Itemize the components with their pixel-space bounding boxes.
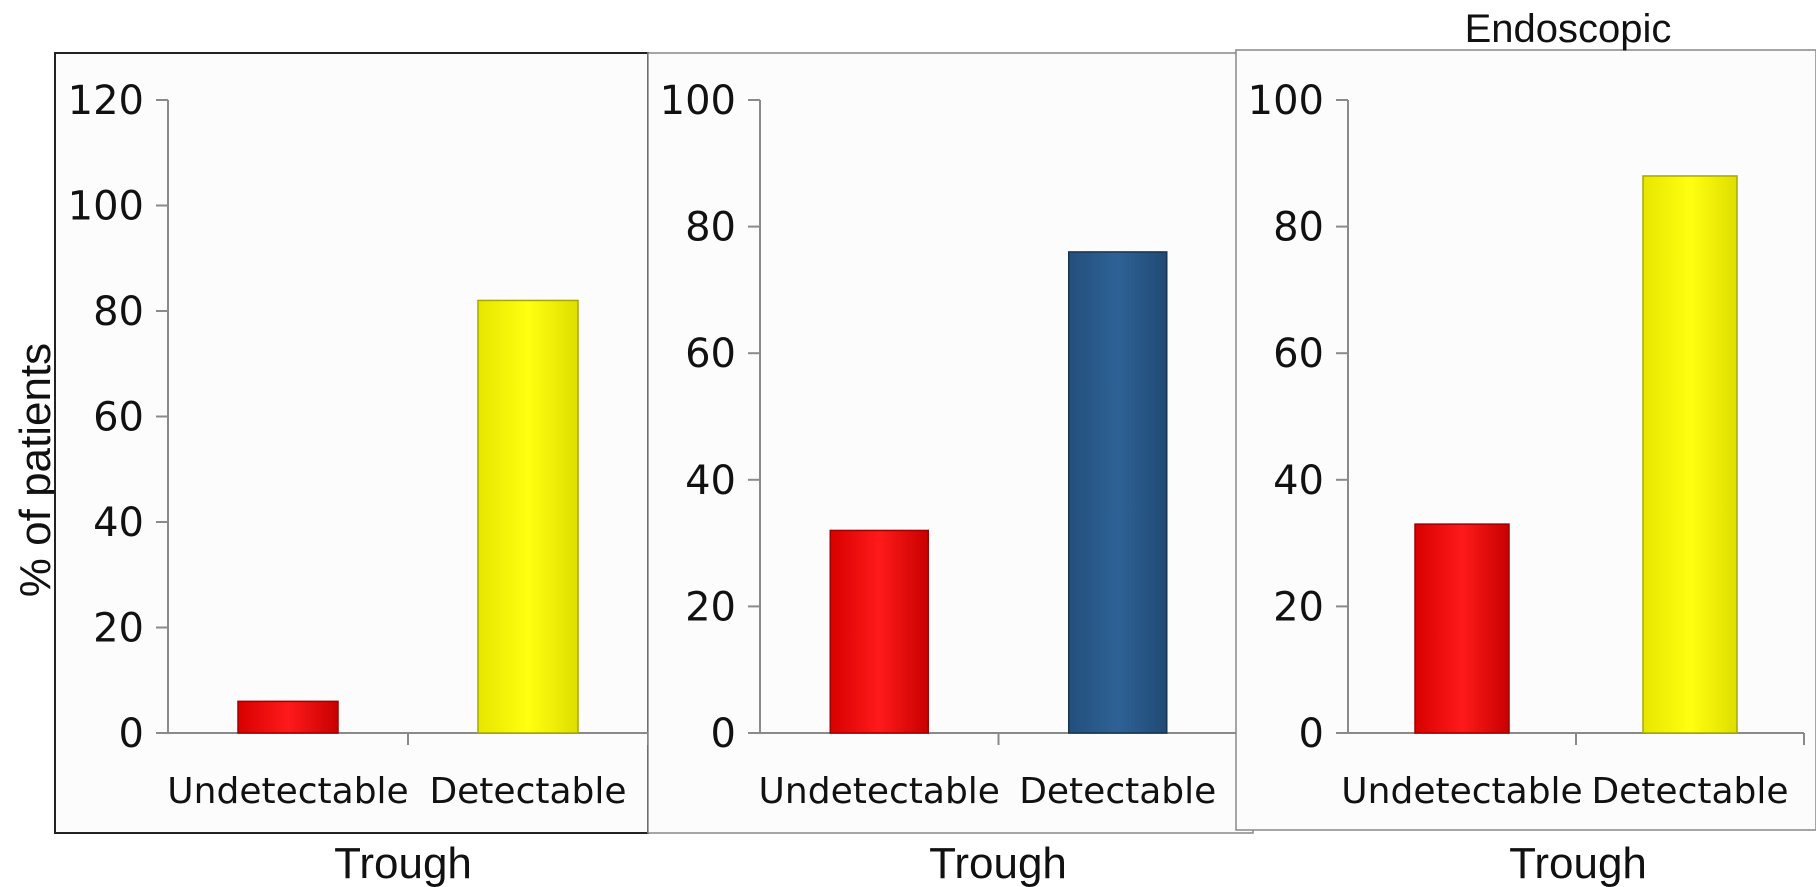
chart-panel-1: 0 20 40 60 80 100 120 Undetectable Detectable Tr…: [54, 52, 649, 887]
y-tick-label: 20: [1273, 584, 1324, 630]
y-axis-title: % of patients: [11, 343, 60, 597]
y-tick-label: 20: [685, 584, 736, 630]
bar-undetectable: [237, 700, 339, 734]
y-tick-label: 0: [119, 711, 144, 757]
x-axis-title: Trough: [1509, 839, 1647, 887]
panel-axes: 0 20 40 60 80 100 Undetectable Detectable: [660, 78, 1238, 812]
y-tick-label: 0: [1299, 711, 1324, 757]
x-category-label: Undetectable: [759, 771, 1000, 812]
x-axis-title: Trough: [334, 839, 472, 887]
y-tick-label: 60: [685, 331, 736, 377]
y-tick-label: 40: [1273, 458, 1324, 504]
x-category-label: Detectable: [429, 771, 626, 812]
y-tick-label: 80: [685, 205, 736, 251]
bar-detectable: [477, 299, 579, 734]
chart-panel-3: 0 20 40 60 80 100 Undetectable Detectable Endos…: [1235, 7, 1816, 887]
y-tick-label: 60: [1273, 331, 1324, 377]
bar-undetectable: [1414, 523, 1510, 734]
bar-detectable: [1642, 175, 1738, 734]
x-category-label: Undetectable: [167, 771, 408, 812]
x-category-label: Undetectable: [1341, 771, 1582, 812]
y-tick-label: 0: [711, 711, 736, 757]
y-tick-label: 60: [93, 395, 144, 441]
y-tick-label: 80: [1273, 205, 1324, 251]
chart-panel-2: 0 20 40 60 80 100 Undetectable Detectable Troug…: [647, 52, 1254, 887]
x-category-label: Detectable: [1591, 771, 1788, 812]
panel-title: Endoscopic: [1465, 7, 1672, 51]
y-tick-label: 40: [93, 500, 144, 546]
bar-undetectable: [829, 529, 929, 734]
panel-axes: 0 20 40 60 80 100 120 Undetectable Detectable: [68, 78, 649, 812]
y-tick-label: 20: [93, 606, 144, 652]
y-tick-label: 100: [68, 184, 144, 230]
y-tick-label: 40: [685, 458, 736, 504]
panel-axes: 0 20 40 60 80 100 Undetectable Detectable: [1248, 78, 1805, 812]
bar-detectable: [1068, 251, 1168, 734]
y-tick-label: 80: [93, 289, 144, 335]
y-tick-label: 100: [660, 78, 736, 124]
y-tick-label: 100: [1248, 78, 1324, 124]
x-axis-title: Trough: [929, 839, 1067, 887]
x-category-label: Detectable: [1019, 771, 1216, 812]
y-tick-label: 120: [68, 78, 144, 124]
